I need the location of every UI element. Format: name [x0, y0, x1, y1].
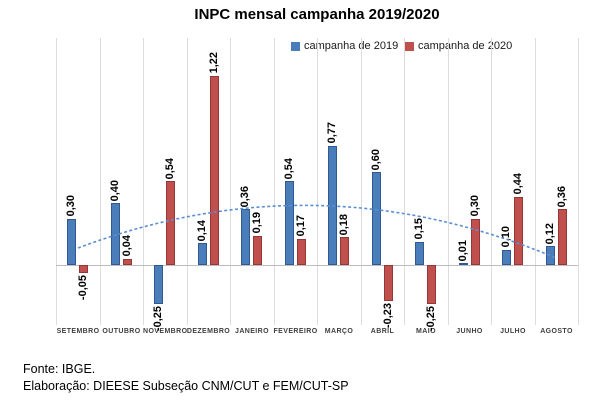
gridline-vertical [491, 38, 492, 325]
x-axis-label-julho: JULHO [500, 328, 526, 335]
legend-swatch-2019-icon [291, 41, 300, 51]
bar-2019-julho [502, 249, 512, 265]
legend-swatch-2020-icon [405, 41, 414, 51]
gridline-vertical [578, 38, 579, 325]
bar-2019-abril [371, 172, 381, 265]
bar-2020-novembro [166, 181, 176, 265]
bar-2020-abril [383, 265, 393, 301]
x-axis-label-novembro: NOVEMBRO [143, 328, 188, 335]
bar-2020-maio [427, 265, 437, 304]
gridline-vertical [317, 38, 318, 325]
bar-2019-junho [458, 263, 468, 266]
x-axis-label-janeiro: JANEIRO [235, 328, 269, 335]
gridline-vertical [99, 38, 101, 325]
bar-2019-fevereiro [284, 181, 294, 265]
bar-2020-fevereiro [296, 238, 306, 265]
elaboration-note: Elaboração: DIEESE Subseção CNM/CUT e FE… [23, 379, 349, 393]
x-axis-label-agosto: AGOSTO [540, 328, 573, 335]
bar-2020-setembro [79, 265, 89, 273]
x-axis-label-maio: MAIO [416, 328, 436, 335]
bar-2019-maio [415, 241, 425, 265]
gridline-vertical [360, 38, 362, 325]
x-axis-label-setembro: SETEMBRO [56, 328, 100, 335]
x-axis-label-março: MARÇO [324, 328, 354, 335]
bar-2020-julho [514, 196, 524, 265]
gridline-vertical [143, 38, 144, 325]
x-axis-line [56, 265, 578, 266]
bar-2020-janeiro [253, 235, 263, 265]
x-axis-label-fevereiro: FEVEREIRO [273, 328, 318, 335]
bar-2019-dezembro [197, 243, 207, 265]
bar-2019-novembro [154, 265, 164, 304]
legend-entry-2019: campanha de 2019 [291, 40, 398, 52]
bar-2020-agosto [557, 209, 567, 265]
legend-entry-2020: campanha de 2020 [405, 40, 512, 52]
bar-2020-março [340, 237, 350, 265]
bar-2020-outubro [122, 258, 132, 265]
x-axis-label-junho: JUNHO [456, 328, 483, 335]
gridline-vertical [273, 38, 275, 325]
bar-2019-setembro [67, 218, 77, 265]
bar-2019-agosto [545, 246, 555, 265]
gridline-vertical [56, 38, 57, 325]
gridline-vertical [404, 38, 405, 325]
gridline-vertical [447, 38, 449, 325]
gridline-vertical [230, 38, 231, 325]
bar-2020-dezembro [209, 75, 219, 265]
gridline-vertical [186, 38, 188, 325]
chart-title: INPC mensal campanha 2019/2020 [194, 6, 440, 23]
legend-label-2019: campanha de 2019 [304, 40, 399, 52]
bar-2020-junho [470, 218, 480, 265]
bar-2019-janeiro [241, 209, 251, 265]
source-note: Fonte: IBGE. [23, 362, 96, 376]
gridline-vertical [534, 38, 536, 325]
x-axis-label-dezembro: DEZEMBRO [186, 328, 231, 335]
x-axis-label-abril: ABRIL [370, 328, 395, 335]
x-axis-label-outubro: OUTUBRO [102, 328, 141, 335]
legend-label-2020: campanha de 2020 [418, 40, 513, 52]
